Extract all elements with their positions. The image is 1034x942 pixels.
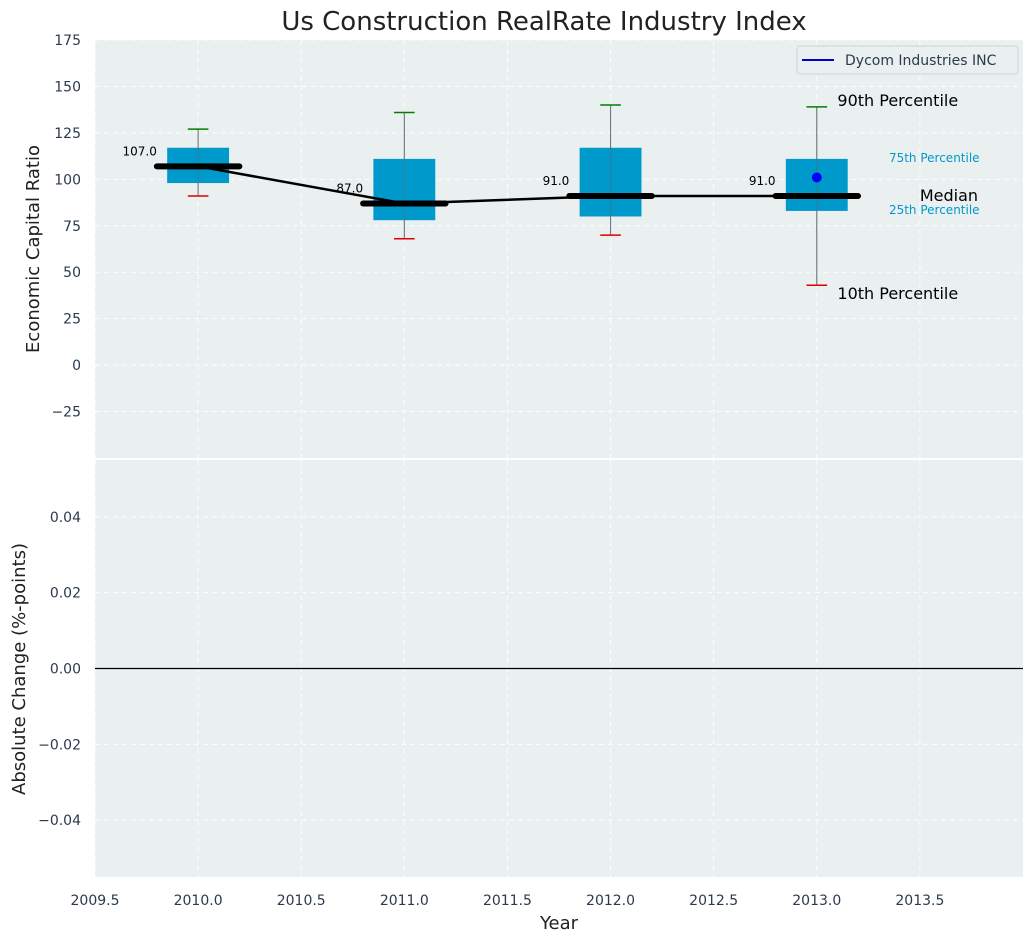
- top-plot-background: [95, 40, 1023, 458]
- p10-annotation: 10th Percentile: [837, 284, 958, 303]
- p75-annotation: 75th Percentile: [889, 151, 980, 165]
- legend-box: [796, 45, 1019, 75]
- median-value-label: 107.0: [123, 144, 157, 158]
- bottom-y-tick-label: −0.02: [38, 737, 81, 753]
- top-y-tick-label: 100: [54, 172, 81, 188]
- x-tick-label: 2012.0: [586, 893, 635, 909]
- bottom-y-tick-label: 0.02: [50, 586, 81, 602]
- bottom-y-axis-label: Absolute Change (%-points): [9, 543, 30, 795]
- company-point: [811, 172, 822, 183]
- x-tick-label: 2013.5: [895, 893, 944, 909]
- top-y-tick-label: −25: [51, 405, 81, 421]
- top-y-tick-label: 0: [72, 358, 81, 374]
- x-tick-label: 2012.5: [689, 893, 738, 909]
- top-y-tick-label: 50: [63, 265, 81, 281]
- x-tick-label: 2009.5: [71, 893, 120, 909]
- percentile-annotations: 90th Percentile 75th Percentile Median25th…: [837, 91, 979, 303]
- median-value-label: 91.0: [543, 174, 570, 188]
- top-y-tick-label: 150: [54, 79, 81, 95]
- p25-annotation: 25th Percentile: [889, 203, 980, 217]
- top-y-tick-labels: −25 0 25 50 75 100 125 150 175: [51, 33, 81, 421]
- top-y-tick-label: 175: [54, 33, 81, 49]
- top-y-axis-label: Economic Capital Ratio: [23, 145, 44, 353]
- box-series: 107.087.091.0 91.0: [123, 104, 862, 286]
- chart-title: Us Construction RealRate Industry Index: [281, 7, 806, 37]
- x-tick-label: 2010.5: [277, 893, 326, 909]
- bottom-y-tick-label: 0.00: [50, 662, 81, 678]
- top-y-tick-label: 75: [63, 219, 81, 235]
- x-tick-labels: 2009.5 2010.0 2010.5 2011.0 2011.5 2012.0 2012…: [71, 893, 945, 909]
- x-axis-label: Year: [539, 913, 579, 934]
- x-tick-label: 2013.0: [792, 893, 841, 909]
- x-tick-label: 2011.0: [380, 893, 429, 909]
- median-annotation: Median: [920, 186, 978, 205]
- top-y-tick-label: 25: [63, 312, 81, 328]
- top-y-tick-label: 125: [54, 126, 81, 142]
- bottom-y-tick-label: 0.04: [50, 510, 81, 526]
- p90-annotation: 90th Percentile: [837, 91, 958, 110]
- legend-entry-label: Dycom Industries INC: [845, 53, 997, 69]
- median-trend-line: [197, 165, 817, 205]
- bottom-y-tick-label: −0.04: [38, 813, 81, 829]
- bottom-panel: −0.04 −0.02 0.00 0.02 0.04 2009.5 2010.0 2010.…: [38, 460, 1023, 909]
- median-value-label: 91.0: [749, 174, 776, 188]
- legend: Dycom Industries INC: [796, 45, 1019, 75]
- x-tick-label: 2010.0: [174, 893, 223, 909]
- x-tick-label: 2011.5: [483, 893, 532, 909]
- bottom-y-tick-labels: −0.04 −0.02 0.00 0.02 0.04: [38, 510, 81, 829]
